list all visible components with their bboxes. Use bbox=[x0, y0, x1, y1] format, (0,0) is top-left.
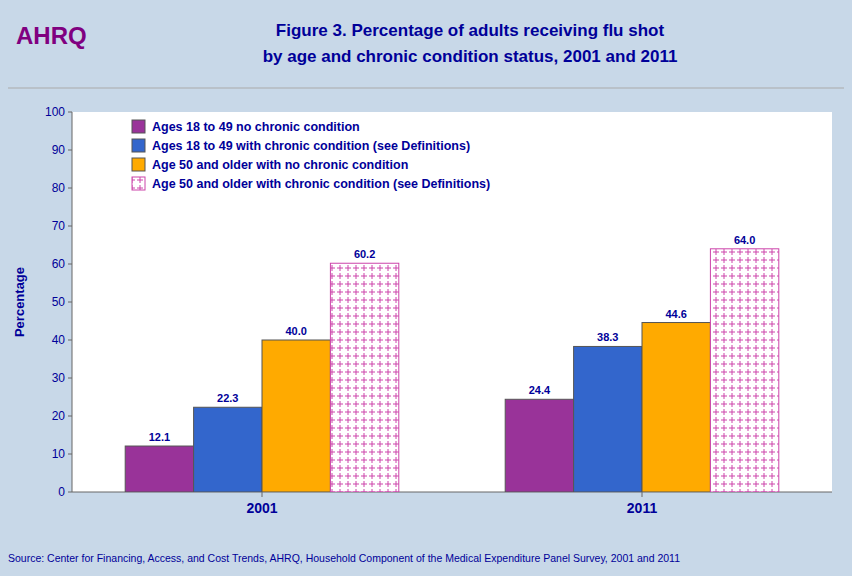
bar bbox=[262, 340, 330, 492]
y-axis-label: Percentage bbox=[12, 267, 27, 337]
separator bbox=[8, 88, 844, 89]
x-tick-label: 2011 bbox=[627, 500, 658, 516]
data-label: 60.2 bbox=[354, 248, 375, 260]
y-tick bbox=[68, 492, 72, 493]
y-tick bbox=[68, 150, 72, 151]
y-tick-label: 90 bbox=[52, 143, 66, 157]
data-label: 24.4 bbox=[529, 384, 551, 396]
bar-fill bbox=[710, 249, 778, 492]
chart: AHRQ Figure 3. Percentage of adults recei… bbox=[0, 0, 852, 576]
source-note: Source: Center for Financing, Access, an… bbox=[8, 552, 680, 564]
y-tick-label: 10 bbox=[52, 447, 66, 461]
bar bbox=[710, 249, 778, 492]
y-tick bbox=[68, 188, 72, 189]
bar bbox=[125, 446, 193, 492]
bars bbox=[125, 249, 779, 492]
page: {"chart_data": { "type": "bar", "title":… bbox=[0, 0, 852, 576]
plot-background bbox=[72, 112, 832, 492]
y-tick bbox=[68, 264, 72, 265]
data-label: 40.0 bbox=[285, 325, 306, 337]
data-label: 12.1 bbox=[149, 431, 170, 443]
y-tick bbox=[68, 378, 72, 379]
y-tick bbox=[68, 226, 72, 227]
bar bbox=[505, 399, 573, 492]
bar bbox=[642, 323, 710, 492]
y-tick-label: 20 bbox=[52, 409, 66, 423]
y-tick-label: 70 bbox=[52, 219, 66, 233]
data-label: 22.3 bbox=[217, 392, 238, 404]
x-tick bbox=[642, 492, 643, 497]
legend-swatch bbox=[132, 120, 145, 133]
y-tick-label: 30 bbox=[52, 371, 66, 385]
title: Figure 3. Percentage of adults receiving… bbox=[276, 21, 665, 40]
bar bbox=[194, 407, 262, 492]
bar-fill bbox=[330, 263, 398, 492]
data-label: 44.6 bbox=[665, 308, 686, 320]
y-axis: 0 10 20 30 40 50 60 70 80 90 100 Percentage bbox=[12, 105, 72, 499]
logo-text: AHRQ bbox=[16, 22, 87, 49]
y-tick bbox=[68, 302, 72, 303]
legend-label: Age 50 and older with chronic condition … bbox=[152, 177, 490, 191]
legend-label: Ages 18 to 49 no chronic condition bbox=[152, 120, 360, 134]
bar bbox=[330, 263, 398, 492]
y-tick-label: 100 bbox=[45, 105, 65, 119]
x-tick-label: 2001 bbox=[246, 500, 277, 516]
legend-swatch bbox=[132, 139, 145, 152]
data-label: 64.0 bbox=[734, 234, 755, 246]
legend-label: Ages 18 to 49 with chronic condition (se… bbox=[152, 139, 470, 153]
x-axis: 2001 2011 bbox=[72, 492, 832, 516]
bar bbox=[574, 346, 642, 492]
y-tick-label: 50 bbox=[52, 295, 66, 309]
legend-label: Age 50 and older with no chronic conditi… bbox=[152, 158, 408, 172]
data-label: 38.3 bbox=[597, 331, 618, 343]
legend-swatch bbox=[132, 158, 145, 171]
y-tick bbox=[68, 112, 72, 113]
subtitle: by age and chronic condition status, 200… bbox=[263, 47, 678, 66]
y-tick bbox=[68, 416, 72, 417]
x-tick bbox=[262, 492, 263, 497]
y-tick-label: 60 bbox=[52, 257, 66, 271]
y-tick bbox=[68, 454, 72, 455]
y-tick-label: 0 bbox=[58, 485, 65, 499]
data-labels: 12.1 24.4 22.3 38.3 40.0 44.6 60.2 64.0 bbox=[149, 234, 756, 443]
legend-swatch bbox=[132, 177, 145, 190]
y-tick-label: 40 bbox=[52, 333, 66, 347]
y-tick-label: 80 bbox=[52, 181, 66, 195]
y-tick bbox=[68, 340, 72, 341]
legend: Ages 18 to 49 no chronic condition Ages 1… bbox=[132, 120, 490, 191]
background bbox=[0, 0, 852, 576]
